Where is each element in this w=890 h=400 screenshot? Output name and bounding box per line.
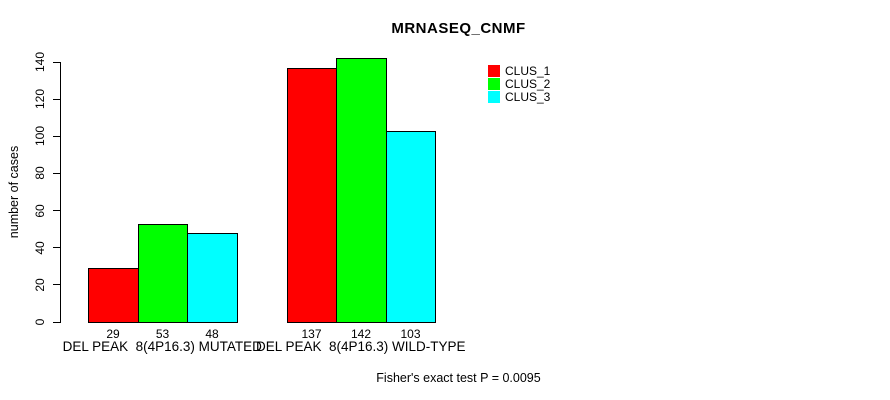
legend-label: CLUS_3 xyxy=(505,90,551,105)
y-tick xyxy=(53,247,61,249)
y-tick-label: 20 xyxy=(33,278,47,292)
bar-clus_3 xyxy=(187,233,238,323)
legend-swatch xyxy=(488,64,500,77)
bar-value-label: 53 xyxy=(155,327,170,341)
y-tick-label: 140 xyxy=(33,51,47,73)
x-category-label: DEL PEAK 8(4P16.3) MUTATED xyxy=(62,339,262,354)
y-tick-label: 60 xyxy=(33,203,47,218)
y-axis-line xyxy=(60,62,61,323)
y-tick xyxy=(53,135,61,137)
y-tick-label: 80 xyxy=(33,166,47,181)
y-tick xyxy=(53,98,61,100)
legend: CLUS_1 CLUS_2 CLUS_3 xyxy=(488,64,550,104)
x-category-label: DEL PEAK 8(4P16.3) WILD-TYPE xyxy=(255,339,466,354)
bar-clus_1 xyxy=(88,268,139,323)
bar-clus_3 xyxy=(386,131,436,323)
legend-item: CLUS_2 xyxy=(488,77,551,92)
y-axis-label: number of cases xyxy=(7,145,21,239)
legend-item: CLUS_3 xyxy=(488,90,551,105)
bar-value-label: 142 xyxy=(350,327,372,341)
legend-label: CLUS_1 xyxy=(505,63,551,78)
y-tick-label: 40 xyxy=(33,241,47,255)
y-tick-label: 0 xyxy=(33,318,47,326)
y-tick-label: 120 xyxy=(33,89,47,110)
y-tick xyxy=(53,172,61,174)
footer-annotation: Fisher's exact test P = 0.0095 xyxy=(376,371,541,385)
legend-swatch xyxy=(488,78,500,91)
bar-clus_2 xyxy=(138,224,188,323)
y-tick-label: 100 xyxy=(33,126,47,147)
bar-value-label: 103 xyxy=(400,327,421,341)
chart-title: MRNASEQ_CNMF xyxy=(391,20,526,37)
bar-value-label: 29 xyxy=(106,327,120,341)
legend-swatch xyxy=(488,91,500,104)
bar-value-label: 48 xyxy=(205,327,219,341)
y-tick xyxy=(53,61,61,63)
legend-label: CLUS_2 xyxy=(505,77,551,92)
bar-value-label: 137 xyxy=(301,327,322,341)
y-tick xyxy=(53,210,61,212)
bar-clus_2 xyxy=(336,58,387,323)
legend-item: CLUS_1 xyxy=(488,63,551,78)
y-tick xyxy=(53,284,61,286)
y-tick xyxy=(53,321,61,323)
bar-clus_1 xyxy=(287,68,337,323)
